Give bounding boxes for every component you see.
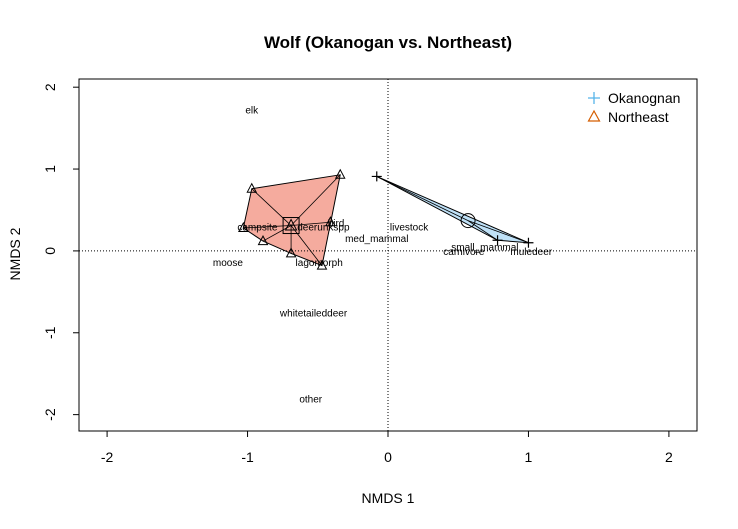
species-label-other: other xyxy=(299,395,322,406)
spider-line xyxy=(376,176,469,221)
species-label-livestock: livestock xyxy=(390,223,429,234)
chart-title: Wolf (Okanogan vs. Northeast) xyxy=(264,33,512,52)
x-tick-label: 1 xyxy=(525,449,533,465)
axes: -2 -1 0 1 2 -2 -1 0 1 2 xyxy=(42,83,673,465)
site-point-plus xyxy=(523,237,534,248)
site-point-triangle xyxy=(246,182,258,193)
y-tick-label: 0 xyxy=(42,247,58,255)
species-label-campsite: campsite xyxy=(237,223,277,234)
hull-okanognan xyxy=(376,175,529,244)
site-point-plus xyxy=(492,235,503,246)
x-axis-label: NMDS 1 xyxy=(362,490,415,506)
legend-label-okanogan: Okanognan xyxy=(608,90,680,106)
spider-line xyxy=(251,188,292,226)
legend-triangle-icon xyxy=(587,109,601,122)
y-tick-label: -1 xyxy=(42,326,58,339)
x-tick-label: -2 xyxy=(101,449,114,465)
x-tick-label: 2 xyxy=(665,449,673,465)
species-label-moose: moose xyxy=(213,258,243,269)
y-tick-label: 2 xyxy=(42,83,58,91)
species-label-deerunkspp: deerunkspp xyxy=(297,223,350,234)
site-point-plus xyxy=(371,171,382,182)
site-point-triangle xyxy=(257,235,269,246)
species-label-muledeer: muledeer xyxy=(510,247,552,258)
y-tick-label: -2 xyxy=(42,408,58,421)
site-point-triangle xyxy=(325,216,336,227)
legend-label-northeast: Northeast xyxy=(608,109,669,125)
y-axis-label: NMDS 2 xyxy=(7,227,23,280)
reference-lines xyxy=(79,79,697,431)
species-label-med_mammal: med_mammal xyxy=(345,234,408,245)
spider-line xyxy=(291,221,331,226)
site-point-triangle xyxy=(285,247,297,258)
group-points xyxy=(238,168,534,270)
site-point-triangle xyxy=(334,168,346,179)
spider-line xyxy=(290,225,323,266)
site-point-triangle xyxy=(316,259,328,270)
centroid-northeast-triangle xyxy=(284,218,298,231)
spider-line xyxy=(467,220,529,244)
centroid-northeast xyxy=(282,217,300,235)
x-tick-label: -1 xyxy=(241,449,254,465)
species-label-elk: elk xyxy=(245,106,259,117)
legend-plus-icon xyxy=(588,92,600,104)
species-label-bird: bird xyxy=(328,219,345,230)
species-label-small_mammal: small_mammal xyxy=(451,242,518,253)
centroid-okanogan xyxy=(460,213,476,229)
site-point-triangle xyxy=(238,221,249,232)
legend: Okanognan Northeast xyxy=(587,90,680,125)
x-tick-label: 0 xyxy=(384,449,392,465)
spider-line xyxy=(467,220,498,241)
plot-frame xyxy=(78,78,698,432)
y-tick-label: 1 xyxy=(42,165,58,173)
species-label-whitetaileddeer: whitetaileddeer xyxy=(279,309,348,320)
species-label-lagomorph: lagomorph xyxy=(296,258,343,269)
species-label-carnivore: carnivore xyxy=(443,247,485,258)
